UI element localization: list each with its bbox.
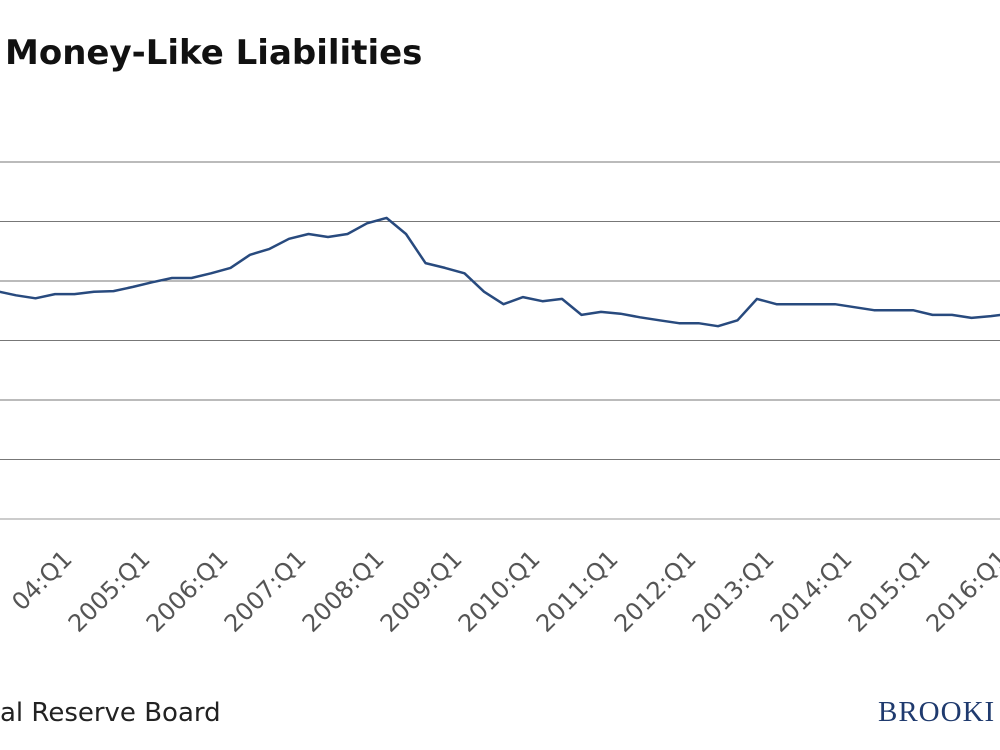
x-tick-label: 2006:Q1 (141, 545, 234, 638)
x-tick-label: 04:Q1 (6, 545, 77, 616)
x-tick-label: 2005:Q1 (63, 545, 156, 638)
x-tick-label: 2010:Q1 (453, 545, 546, 638)
x-tick-label: 2007:Q1 (219, 545, 312, 638)
source: al Reserve Board (0, 698, 221, 728)
x-tick-label: 2008:Q1 (297, 545, 390, 638)
x-tick-label: 2009:Q1 (375, 545, 468, 638)
x-tick-label: 2015:Q1 (843, 545, 936, 638)
x-tick-label: 2012:Q1 (609, 545, 702, 638)
x-tick-label: 2014:Q1 (765, 545, 858, 638)
logo: BROOKI (878, 696, 995, 728)
chart-title: Money-Like Liabilities (5, 33, 422, 73)
line (0, 216, 1000, 328)
x-tick-label: 2011:Q1 (531, 545, 624, 638)
x-tick-label: 2016:Q1 (921, 545, 1000, 638)
x-tick-label: 2013:Q1 (687, 545, 780, 638)
